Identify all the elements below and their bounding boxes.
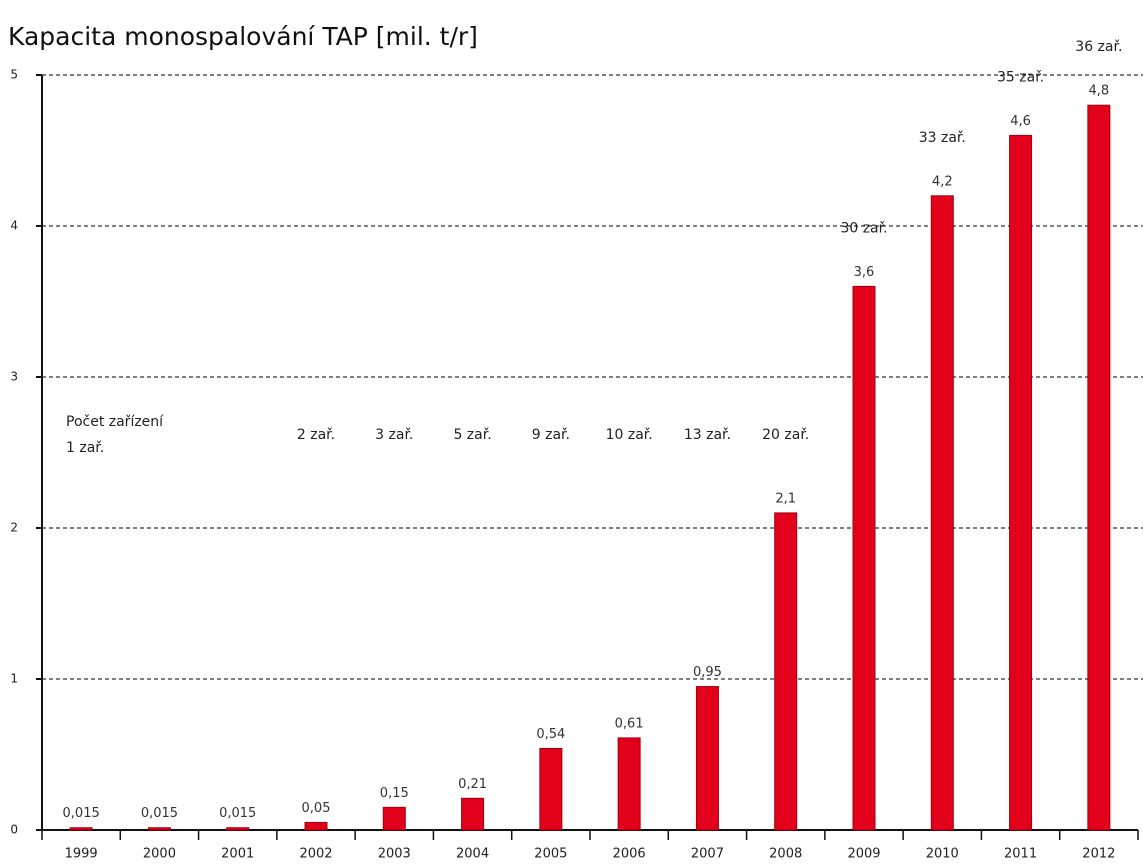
bar	[147, 827, 171, 831]
count-label: 35 zař.	[997, 69, 1044, 85]
value-label: 0,21	[458, 777, 487, 792]
bar	[1009, 134, 1033, 831]
x-tick-label: 2002	[299, 847, 332, 862]
bar	[539, 747, 563, 831]
y-tick-label: 4	[10, 219, 18, 233]
y-tick-label: 2	[10, 521, 18, 535]
value-label: 0,015	[219, 806, 256, 821]
x-tick-label: 2007	[691, 847, 724, 862]
x-tick-label: 2003	[378, 847, 411, 862]
count-label: 13 zař.	[684, 427, 731, 443]
x-tick-label: 2004	[456, 847, 489, 862]
x-tick-label: 2001	[221, 847, 254, 862]
annotation: Počet zařízení	[66, 414, 164, 430]
count-label: 1 zař.	[66, 440, 104, 456]
value-label: 4,8	[1089, 84, 1110, 99]
count-label: 33 zař.	[919, 130, 966, 146]
count-label: 10 zař.	[606, 427, 653, 443]
count-label: 36 zař.	[1075, 39, 1122, 55]
bar	[930, 195, 954, 831]
x-tick-label: 1999	[65, 847, 98, 862]
bar	[617, 737, 641, 831]
value-label: 3,6	[854, 265, 875, 280]
bar	[852, 285, 876, 831]
bar	[69, 827, 93, 831]
y-tick-label: 1	[10, 672, 18, 686]
x-tick-label: 2005	[534, 847, 567, 862]
y-tick-label: 5	[10, 68, 18, 82]
value-label: 0,95	[693, 665, 722, 680]
count-label: 2 zař.	[297, 427, 335, 443]
value-label: 0,05	[302, 801, 331, 816]
bar	[304, 821, 328, 831]
count-label: 30 zař.	[840, 220, 887, 236]
y-tick-label: 0	[10, 823, 18, 837]
value-label: 0,015	[141, 806, 178, 821]
x-tick-label: 2006	[613, 847, 646, 862]
x-tick-label: 2010	[926, 847, 959, 862]
bar	[226, 827, 250, 831]
bar	[774, 512, 798, 831]
x-tick-label: 2008	[769, 847, 802, 862]
count-label: 9 zař.	[532, 427, 570, 443]
x-tick-label: 2000	[143, 847, 176, 862]
count-label: 3 zař.	[375, 427, 413, 443]
value-label: 0,15	[380, 786, 409, 801]
y-tick-label: 3	[10, 370, 18, 384]
x-tick-label: 2012	[1082, 847, 1115, 862]
value-label: 0,015	[63, 806, 100, 821]
bar	[461, 797, 485, 831]
value-label: 0,61	[615, 716, 644, 731]
value-label: 4,2	[932, 174, 953, 189]
x-tick-label: 2009	[847, 847, 880, 862]
count-label: 5 zař.	[453, 427, 491, 443]
value-label: 2,1	[775, 491, 796, 506]
x-tick-label: 2011	[1004, 847, 1037, 862]
bar	[695, 686, 719, 831]
value-label: 0,54	[536, 727, 565, 742]
value-label: 4,6	[1010, 114, 1031, 129]
bar	[1087, 104, 1111, 831]
bar	[382, 806, 406, 831]
chart-title: Kapacita monospalování TAP [mil. t/r]	[8, 22, 478, 51]
count-label: 20 zař.	[762, 427, 809, 443]
